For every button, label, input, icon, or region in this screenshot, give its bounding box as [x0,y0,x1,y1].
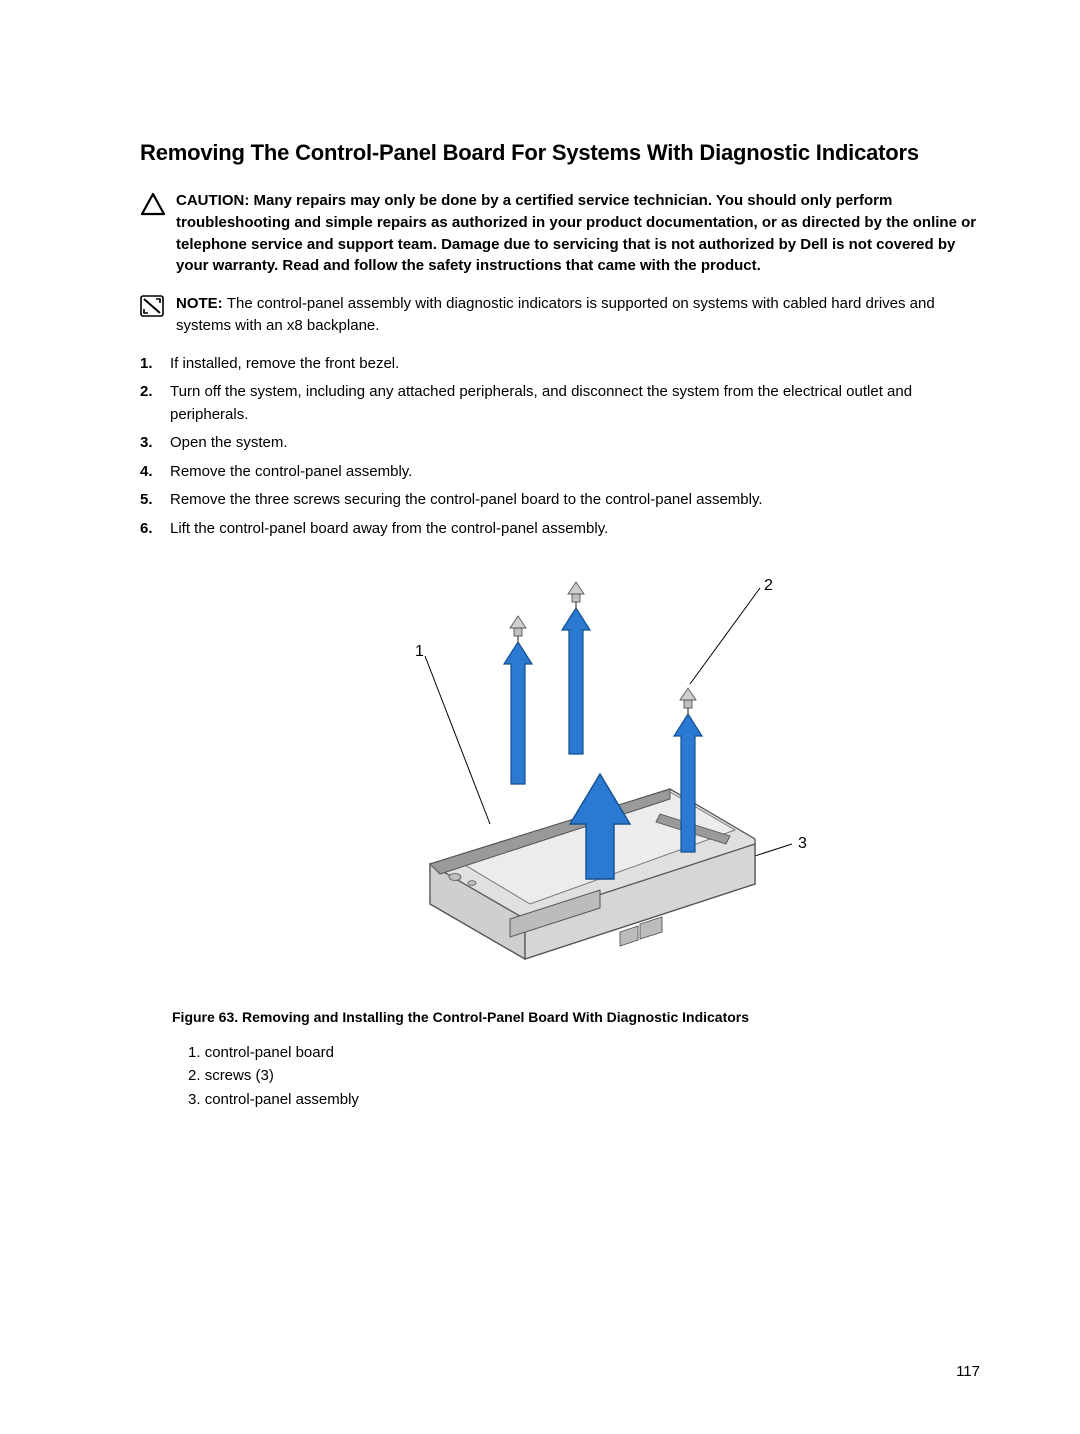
screw-arrow-1-icon [504,616,532,784]
note-text: NOTE: The control-panel assembly with di… [176,293,980,337]
figure: 1 2 3 [140,564,980,989]
screw-arrow-2-icon [562,582,590,754]
page-number: 117 [956,1363,980,1380]
caution-text: CAUTION: Many repairs may only be done b… [176,190,980,277]
figure-callout-3: 3 [798,835,807,852]
step-item: Lift the control-panel board away from t… [140,518,980,541]
caution-body-text: Many repairs may only be done by a certi… [176,192,976,274]
note-lead: NOTE: [176,295,227,312]
step-item: Remove the three screws securing the con… [140,489,980,512]
page-title: Removing The Control-Panel Board For Sys… [140,140,980,166]
caution-lead: CAUTION: [176,192,254,209]
legend-item: control-panel board [188,1041,980,1064]
caution-icon [140,192,168,221]
note-icon [140,295,168,322]
figure-callout-1: 1 [415,643,424,660]
caution-callout: CAUTION: Many repairs may only be done b… [140,190,980,277]
figure-callout-2: 2 [764,577,773,594]
step-item: Remove the control-panel assembly. [140,461,980,484]
legend-item: control-panel assembly [188,1088,980,1111]
step-item: Open the system. [140,432,980,455]
procedure-steps: If installed, remove the front bezel. Tu… [140,353,980,541]
figure-caption: Figure 63. Removing and Installing the C… [172,1009,980,1025]
step-item: If installed, remove the front bezel. [140,353,980,376]
note-body-text: The control-panel assembly with diagnost… [176,295,935,334]
legend-item: screws (3) [188,1064,980,1087]
step-item: Turn off the system, including any attac… [140,381,980,426]
figure-legend: control-panel board screws (3) control-p… [188,1041,980,1111]
note-callout: NOTE: The control-panel assembly with di… [140,293,980,337]
